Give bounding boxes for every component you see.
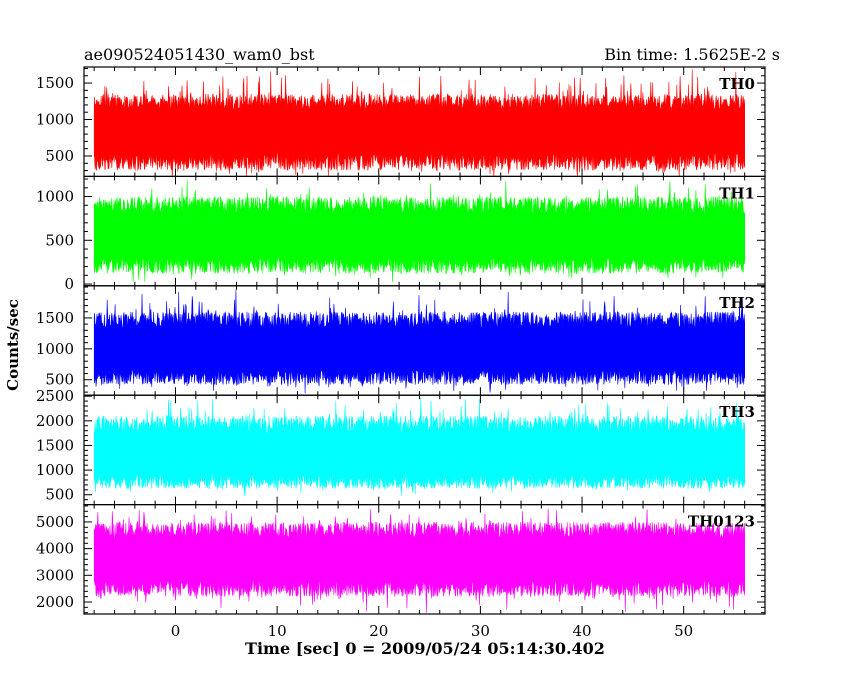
y-tick-label: 500 bbox=[45, 371, 74, 389]
y-tick-label: 1000 bbox=[36, 111, 74, 129]
panel-label-th3: TH3 bbox=[719, 403, 755, 421]
y-tick-label: 500 bbox=[45, 147, 74, 165]
y-tick-label: 1000 bbox=[36, 461, 74, 479]
bin-time-label: Bin time: 1.5625E-2 s bbox=[604, 45, 780, 64]
series-th0 bbox=[93, 69, 745, 177]
y-tick-label: 500 bbox=[45, 231, 74, 249]
y-tick-label: 2000 bbox=[36, 593, 74, 611]
panel-th1: 0 500 1000 TH1 bbox=[36, 175, 766, 293]
series-th3 bbox=[93, 397, 745, 497]
panel-th0123: 2000 3000 4000 5000 TH0123 bbox=[36, 504, 766, 615]
chart-title: ae090524051430_wam0_bst bbox=[84, 45, 315, 64]
y-tick-label: 1000 bbox=[36, 188, 74, 206]
x-tick-label: 20 bbox=[369, 622, 388, 640]
y-tick-label: 1500 bbox=[36, 436, 74, 454]
panel-label-th2: TH2 bbox=[719, 294, 755, 312]
x-tick-label: 30 bbox=[471, 622, 490, 640]
y-tick-label: 5000 bbox=[36, 513, 74, 531]
panel-label-th0123: TH0123 bbox=[688, 513, 755, 531]
series-th0123 bbox=[93, 508, 745, 613]
x-axis-label: Time [sec] 0 = 2009/05/24 05:14:30.402 bbox=[245, 639, 605, 658]
x-axis: 0 10 20 30 40 50 bbox=[171, 622, 694, 640]
y-tick-label: 0 bbox=[64, 275, 74, 293]
panel-label-th0: TH0 bbox=[719, 75, 755, 93]
panel-th2: 500 1000 1500 TH2 bbox=[36, 285, 766, 396]
y-tick-label: 2500 bbox=[36, 387, 74, 405]
panel-th0: 500 1000 1500 TH0 bbox=[36, 66, 766, 178]
y-tick-label: 1000 bbox=[36, 340, 74, 358]
panel-label-th1: TH1 bbox=[719, 184, 755, 202]
series-th1 bbox=[93, 179, 745, 283]
series-th2 bbox=[93, 289, 745, 394]
x-tick-label: 10 bbox=[268, 622, 287, 640]
y-tick-label: 3000 bbox=[36, 566, 74, 584]
panel-th3: 500 1000 1500 2000 2500 TH3 bbox=[36, 387, 766, 506]
y-tick-label: 1500 bbox=[36, 309, 74, 327]
x-tick-label: 0 bbox=[171, 622, 181, 640]
y-tick-label: 1500 bbox=[36, 74, 74, 92]
x-tick-label: 40 bbox=[572, 622, 591, 640]
y-tick-label: 4000 bbox=[36, 540, 74, 558]
y-tick-label: 500 bbox=[45, 486, 74, 504]
y-axis-label: Counts/sec bbox=[4, 299, 22, 391]
y-tick-label: 2000 bbox=[36, 412, 74, 430]
x-tick-label: 50 bbox=[674, 622, 693, 640]
